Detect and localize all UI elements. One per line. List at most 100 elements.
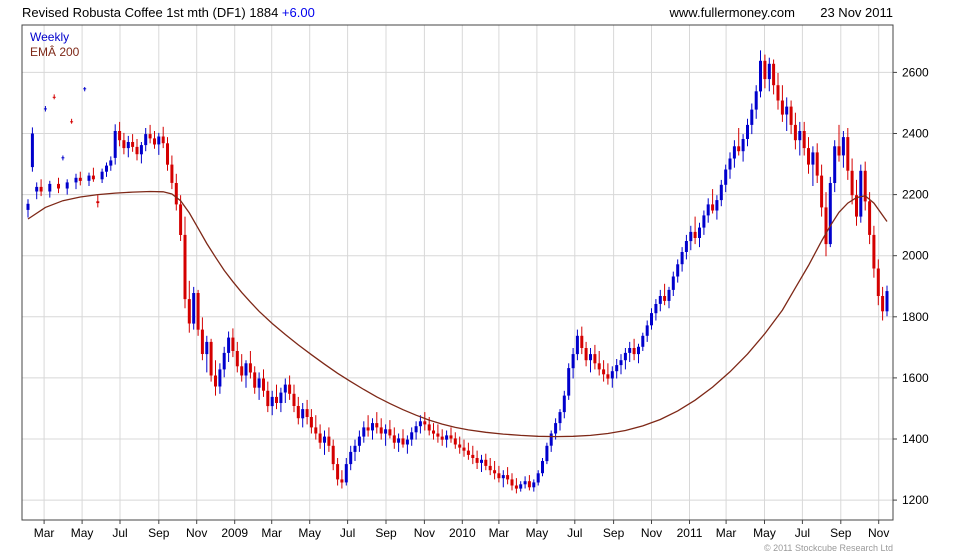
candle-body [802,131,806,149]
candle-body [863,170,867,202]
candle-body [227,337,231,353]
candle-body [126,142,130,149]
candle-body [209,341,213,376]
candle-body [449,435,453,439]
candle-body [523,481,527,485]
candle-body [545,445,549,462]
candle-body [680,252,684,265]
candle-body [397,438,401,443]
price-change: +6.00 [281,5,315,20]
candle-body [384,429,388,434]
y-axis-label: 1200 [902,493,929,507]
candle-body [35,186,39,192]
candle-body [122,140,126,149]
candle-body [231,337,235,351]
candle-body [445,435,449,440]
candle-body [309,417,313,428]
candle-body [480,459,483,463]
x-axis-label: Mar [489,526,510,540]
candle-body [514,485,518,489]
candle-body [466,450,470,455]
candle-body [266,390,270,407]
candle-body [458,444,462,448]
x-axis-label: Sep [148,526,170,540]
x-axis-label: Nov [414,526,435,540]
candle-body [432,430,435,434]
candle-body [872,234,876,269]
candle-body [436,433,440,437]
candle-body [257,378,261,388]
candle-body [532,482,536,488]
candle-body [859,170,863,217]
candle-body [519,484,523,489]
x-axis-label: Nov [868,526,889,540]
candle-body [30,133,34,168]
candle-body [148,134,152,139]
x-axis-label: Jul [795,526,810,540]
candle-body [405,439,409,445]
candle-body [772,63,776,86]
candle-body [161,136,165,144]
instrument-name: Revised Robusta Coffee 1st mth (DF1) [22,5,246,20]
candle-body [663,296,667,301]
candle-body [327,436,331,446]
candle-body [667,289,671,301]
candle-body [179,204,183,235]
x-axis-label: Sep [375,526,397,540]
candle-body [698,227,701,238]
candle-body [750,109,754,125]
y-axis-label: 2000 [902,249,929,263]
candle-body [205,341,209,355]
candle-body [131,142,135,147]
candle-body [279,392,283,403]
x-axis-label: Mar [34,526,55,540]
candle-body [418,421,422,427]
candle-body [689,231,693,242]
candle-body [567,368,571,396]
candle-body [453,438,457,445]
y-axis-label: 1600 [902,371,929,385]
candle-body [471,454,475,458]
candle-body [183,234,187,300]
candle-body [815,152,819,176]
candle-body [109,160,113,166]
candle-body [65,182,69,189]
candle-body [139,145,143,155]
candle-body [301,409,305,419]
candle-body [388,429,392,436]
candle-body [541,461,544,474]
candle-body [26,203,30,210]
x-axis-label: 2010 [449,526,476,540]
candle-body [244,363,248,376]
candle-body [868,201,872,235]
candle-body [340,479,344,483]
candle-body [475,458,479,463]
legend-weekly-label: Weekly [30,30,70,44]
candle-body [74,177,78,183]
x-axis-label: Sep [830,526,852,540]
candle-body [741,139,745,152]
candle-body [48,183,52,192]
candle-body [693,231,697,238]
candle-body [493,470,497,474]
candle-body [484,459,488,466]
candle-body [606,374,610,379]
candle-body [357,436,361,446]
y-axis-label: 2200 [902,188,929,202]
candle-body [676,264,680,277]
candle-body [288,384,292,394]
candle-body [881,296,885,312]
website-watermark: www.fullermoney.com [669,5,795,20]
candle-body [100,171,104,180]
candle-body [462,447,466,451]
x-axis-label: Nov [186,526,207,540]
candle-body [192,293,196,324]
candle-body [113,131,117,158]
candle-body [61,157,65,159]
candle-body [91,175,95,180]
candle-body [83,88,87,90]
candle-body [362,427,366,437]
x-axis-label: Sep [603,526,625,540]
candle-body [166,143,169,165]
candle-body [527,481,531,488]
